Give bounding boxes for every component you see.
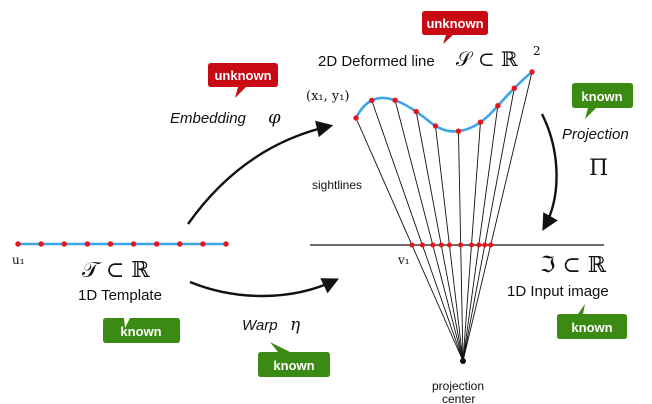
input-image-label: 1D Input image [507, 283, 609, 300]
curve-point [529, 69, 535, 75]
template-point [38, 241, 44, 247]
unknown-bubble-left: unknown [208, 63, 278, 98]
template-point [223, 241, 229, 247]
template-point [153, 241, 160, 247]
point-x1y1-label: (x₁, y₁) [306, 89, 350, 104]
curve-point [392, 97, 398, 103]
known-bubble-projection: known [572, 83, 633, 119]
projection-arrow [540, 113, 558, 231]
sightline [462, 122, 481, 362]
sightline [462, 88, 515, 362]
speech-bubble-icon [422, 11, 488, 44]
svg-text:unknown: unknown [426, 16, 483, 31]
curve-point [369, 97, 375, 104]
template-label: 1D Template [78, 287, 162, 304]
template-point [15, 241, 21, 247]
svg-text:known: known [120, 324, 161, 339]
image-point [438, 242, 444, 248]
projection-center-label: projection center [432, 379, 484, 404]
projection-label: Projection Π [562, 126, 629, 181]
template-point [107, 241, 114, 247]
warp-symbol: η [290, 315, 301, 335]
sightline [462, 71, 533, 362]
embedding-label: Embedding φ [170, 107, 281, 128]
sightline [394, 100, 464, 362]
deformed-line-symbol: 𝒮 ⊂ ℝ [456, 47, 518, 71]
sightline [415, 111, 464, 362]
template-point [61, 241, 67, 247]
speech-bubble-icon [557, 304, 627, 339]
template-point [200, 241, 206, 247]
template-point [130, 241, 137, 247]
svg-text:Embedding: Embedding [170, 110, 247, 127]
svg-text:known: known [581, 89, 622, 104]
image-point [446, 242, 452, 248]
warp-label: Warp η [242, 315, 301, 335]
speech-bubble-icon [208, 63, 278, 98]
template-points [15, 241, 229, 247]
image-point [458, 242, 464, 248]
curve-point [495, 103, 501, 109]
svg-text:Projection: Projection [562, 126, 629, 143]
image-point [430, 242, 436, 248]
speech-bubble-icon [572, 83, 633, 119]
speech-bubble-icon [258, 342, 330, 377]
curve-point [477, 119, 484, 125]
curve-point [511, 85, 517, 91]
curve-point [413, 108, 419, 115]
svg-text:2D Deformed line: 2D Deformed line [318, 53, 435, 70]
projection-symbol: Π [589, 156, 608, 181]
template-point [177, 241, 183, 247]
sightlines-group [355, 71, 533, 362]
curve-point [455, 128, 462, 134]
embedding-symbol: φ [268, 107, 281, 128]
curve-point [432, 123, 439, 129]
svg-text:projection: projection [432, 379, 484, 393]
embedding-arrow [187, 120, 334, 225]
svg-text:known: known [273, 358, 314, 373]
template-symbol: 𝒯 ⊂ ℝ [82, 258, 150, 283]
image-point [488, 242, 494, 248]
warp-arrow [189, 278, 340, 298]
u1-label: u₁ [12, 253, 25, 267]
v1-label: v₁ [397, 253, 410, 267]
image-point [419, 242, 425, 248]
sightline [462, 105, 499, 362]
deformed-line-exponent: 2 [533, 44, 541, 58]
image-point [409, 242, 415, 248]
image-points [409, 242, 494, 248]
sightline [355, 117, 464, 362]
svg-text:Warp: Warp [242, 317, 278, 334]
speech-bubble-icon [103, 318, 180, 343]
deformed-line-title: 2D Deformed line 𝒮 ⊂ ℝ 2 [318, 44, 541, 71]
known-bubble-template: known [103, 318, 180, 343]
image-point [468, 242, 474, 248]
curve-point [353, 115, 359, 121]
known-bubble-input: known [557, 304, 627, 339]
deformed-line-curve [354, 70, 533, 133]
template-point [84, 241, 91, 247]
image-point [476, 242, 482, 248]
unknown-bubble-top: unknown [422, 11, 488, 44]
sightlines-label: sightlines [312, 178, 362, 192]
svg-text:unknown: unknown [214, 68, 271, 83]
image-point [482, 242, 488, 248]
input-image-symbol: ℑ ⊂ ℝ [540, 253, 607, 278]
curve-points [353, 69, 535, 134]
projection-center-point [460, 358, 466, 364]
svg-text:known: known [571, 320, 612, 335]
known-bubble-warp: known [258, 342, 330, 377]
sightline [371, 100, 464, 362]
svg-text:center: center [442, 392, 475, 404]
